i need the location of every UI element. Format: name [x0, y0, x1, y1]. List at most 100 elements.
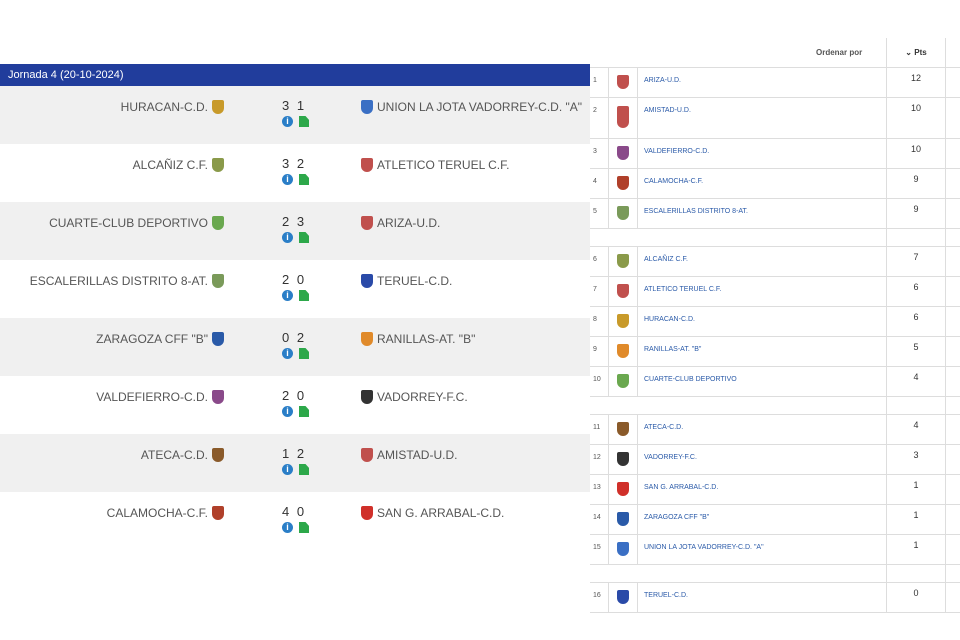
- group-separator: [590, 397, 960, 415]
- home-team-name: CALAMOCHA-C.F.: [106, 506, 208, 520]
- match-row: ATECA-C.D. 1 2 i AMISTAD-U.D.: [0, 434, 590, 492]
- home-team[interactable]: ATECA-C.D.: [141, 448, 224, 462]
- crest-cell: [608, 247, 638, 276]
- match-score: 2 0: [282, 272, 307, 287]
- match-report-icon[interactable]: [299, 406, 309, 417]
- team-link[interactable]: UNION LA JOTA VADORREY-C.D. "A": [644, 544, 764, 551]
- home-team[interactable]: ZARAGOZA CFF "B": [96, 332, 224, 346]
- team-link[interactable]: CUARTE-CLUB DEPORTIVO: [644, 376, 737, 383]
- position: 16: [593, 592, 601, 599]
- away-team[interactable]: VADORREY-F.C.: [361, 390, 468, 404]
- info-icon[interactable]: i: [282, 290, 293, 301]
- home-crest-icon: [212, 390, 224, 404]
- away-team[interactable]: AMISTAD-U.D.: [361, 448, 457, 462]
- match-score: 3 2: [282, 156, 307, 171]
- points: 0: [886, 583, 946, 612]
- standings-row: 13 SAN G. ARRABAL-C.D. 1: [590, 475, 960, 505]
- team-link[interactable]: VALDEFIERRO-C.D.: [644, 148, 710, 155]
- away-team[interactable]: RANILLAS-AT. "B": [361, 332, 475, 346]
- match-score: 1 2: [282, 446, 307, 461]
- separator-cell: [886, 229, 946, 246]
- standings-row: 7 ATLETICO TERUEL C.F. 6: [590, 277, 960, 307]
- info-icon[interactable]: i: [282, 406, 293, 417]
- team-link[interactable]: ALCAÑIZ C.F.: [644, 256, 688, 263]
- standings-row: 1 ARIZA-U.D. 12: [590, 68, 960, 98]
- away-team[interactable]: UNION LA JOTA VADORREY-C.D. "A": [361, 100, 582, 114]
- match-report-icon[interactable]: [299, 464, 309, 475]
- home-team[interactable]: CUARTE-CLUB DEPORTIVO: [49, 216, 224, 230]
- sort-by-points-button[interactable]: ⌄ Pts: [886, 38, 946, 67]
- away-team[interactable]: TERUEL-C.D.: [361, 274, 452, 288]
- match-report-icon[interactable]: [299, 290, 309, 301]
- home-team[interactable]: ALCAÑIZ C.F.: [133, 158, 224, 172]
- team-link[interactable]: ESCALERILLAS DISTRITO 8-AT.: [644, 208, 748, 215]
- group-separator: [590, 229, 960, 247]
- match-report-icon[interactable]: [299, 348, 309, 359]
- crest-cell: [608, 68, 638, 97]
- away-team-name: ATLETICO TERUEL C.F.: [377, 158, 510, 172]
- position: 9: [593, 346, 597, 353]
- standings-row: 9 RANILLAS-AT. "B" 5: [590, 337, 960, 367]
- away-team[interactable]: SAN G. ARRABAL-C.D.: [361, 506, 504, 520]
- away-team-name: ARIZA-U.D.: [377, 216, 441, 230]
- standings-rows: 1 ARIZA-U.D. 12 2 AMISTAD-U.D. 10 3 VALDEFIERRO…: [590, 68, 960, 613]
- home-team[interactable]: HURACAN-C.D.: [121, 100, 224, 114]
- pts-header: Pts: [914, 48, 927, 57]
- team-link[interactable]: ATLETICO TERUEL C.F.: [644, 286, 722, 293]
- away-team[interactable]: ARIZA-U.D.: [361, 216, 440, 230]
- points: 10: [886, 98, 946, 138]
- away-team[interactable]: ATLETICO TERUEL C.F.: [361, 158, 509, 172]
- points: 9: [886, 169, 946, 198]
- standings-row: 16 TERUEL-C.D. 0: [590, 583, 960, 613]
- team-link[interactable]: VADORREY-F.C.: [644, 454, 697, 461]
- away-crest-icon: [361, 158, 373, 172]
- team-crest-icon: [617, 422, 629, 436]
- match-actions: i: [282, 406, 309, 417]
- separator-cell: [886, 565, 946, 582]
- chevron-down-icon: ⌄: [905, 48, 912, 57]
- crest-cell: [608, 139, 638, 168]
- info-icon[interactable]: i: [282, 232, 293, 243]
- match-report-icon[interactable]: [299, 522, 309, 533]
- match-report-icon[interactable]: [299, 174, 309, 185]
- position: 12: [593, 454, 601, 461]
- info-icon[interactable]: i: [282, 116, 293, 127]
- points: 4: [886, 415, 946, 444]
- team-link[interactable]: HURACAN-C.D.: [644, 316, 695, 323]
- away-team-name: VADORREY-F.C.: [377, 390, 468, 404]
- standings-table: Ordenar por ⌄ Pts 1 ARIZA-U.D. 12 2 AMISTAD-…: [590, 38, 960, 613]
- info-icon[interactable]: i: [282, 348, 293, 359]
- team-link[interactable]: CALAMOCHA-C.F.: [644, 178, 704, 185]
- team-crest-icon: [617, 374, 629, 388]
- position: 7: [593, 286, 597, 293]
- points: 7: [886, 247, 946, 276]
- team-link[interactable]: TERUEL-C.D.: [644, 592, 688, 599]
- points: 5: [886, 337, 946, 366]
- away-team-name: TERUEL-C.D.: [377, 274, 453, 288]
- match-report-icon[interactable]: [299, 232, 309, 243]
- match-row: VALDEFIERRO-C.D. 2 0 i VADORREY-F.C.: [0, 376, 590, 434]
- info-icon[interactable]: i: [282, 522, 293, 533]
- team-link[interactable]: RANILLAS-AT. "B": [644, 346, 702, 353]
- team-link[interactable]: ZARAGOZA CFF "B": [644, 514, 710, 521]
- team-crest-icon: [617, 482, 629, 496]
- team-link[interactable]: SAN G. ARRABAL-C.D.: [644, 484, 719, 491]
- crest-cell: [608, 415, 638, 444]
- info-icon[interactable]: i: [282, 464, 293, 475]
- home-crest-icon: [212, 158, 224, 172]
- match-row: ZARAGOZA CFF "B" 0 2 i RANILLAS-AT. "B": [0, 318, 590, 376]
- home-team-name: HURACAN-C.D.: [120, 100, 208, 114]
- match-report-icon[interactable]: [299, 116, 309, 127]
- position: 15: [593, 544, 601, 551]
- home-team[interactable]: CALAMOCHA-C.F.: [107, 506, 224, 520]
- home-crest-icon: [212, 216, 224, 230]
- team-crest-icon: [617, 146, 629, 160]
- info-icon[interactable]: i: [282, 174, 293, 185]
- team-link[interactable]: ARIZA-U.D.: [644, 77, 681, 84]
- home-team[interactable]: VALDEFIERRO-C.D.: [96, 390, 224, 404]
- team-crest-icon: [617, 590, 629, 604]
- home-team[interactable]: ESCALERILLAS DISTRITO 8-AT.: [30, 274, 224, 288]
- team-link[interactable]: ATECA-C.D.: [644, 424, 684, 431]
- away-crest-icon: [361, 332, 373, 346]
- team-link[interactable]: AMISTAD-U.D.: [644, 107, 691, 114]
